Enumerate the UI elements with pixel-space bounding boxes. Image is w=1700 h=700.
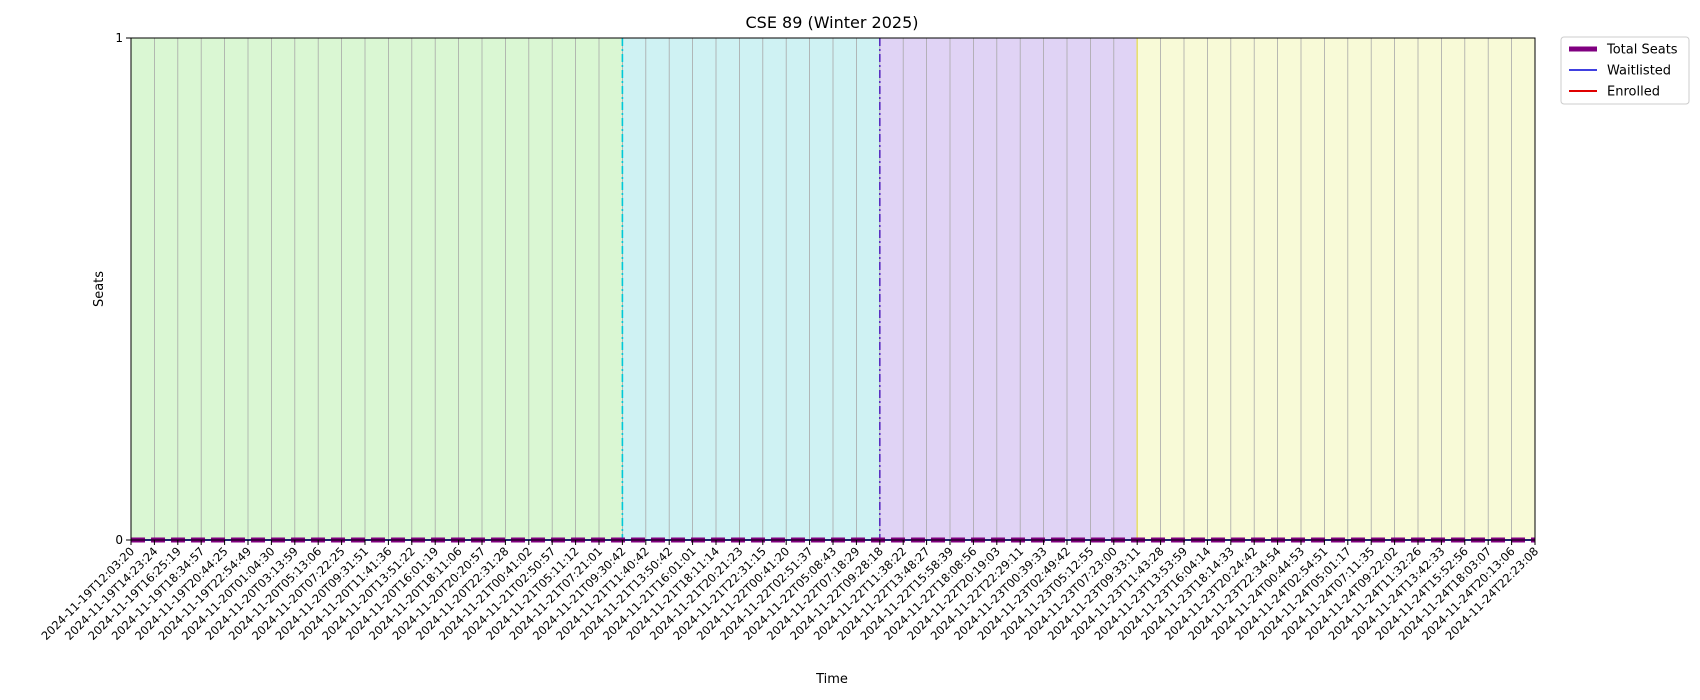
legend-box [1560,36,1690,105]
phase-bands [131,38,1535,540]
phase-band-4 [1137,38,1535,540]
x-axis-label: Time [815,672,848,687]
x-gridlines [130,38,1536,540]
y-ticks: 01 [115,31,131,547]
legend: Total Seats Waitlisted Enrolled [1560,36,1690,105]
legend-label-total-seats: Total Seats [1606,43,1678,58]
y-tick-label: 0 [115,533,123,547]
legend-label-enrolled: Enrolled [1607,85,1660,100]
chart-title: CSE 89 (Winter 2025) [745,13,918,32]
legend-label-waitlisted: Waitlisted [1607,64,1671,79]
phase-band-3 [879,38,1138,540]
phase-markers [621,38,1138,540]
phase-band-2 [622,38,880,540]
x-ticks: 2024-11-19T12:03:202024-11-19T14:23:2420… [38,540,1541,643]
y-axis-label: Seats [92,271,107,307]
phase-band-1 [131,38,623,540]
y-tick-label: 1 [115,31,123,45]
